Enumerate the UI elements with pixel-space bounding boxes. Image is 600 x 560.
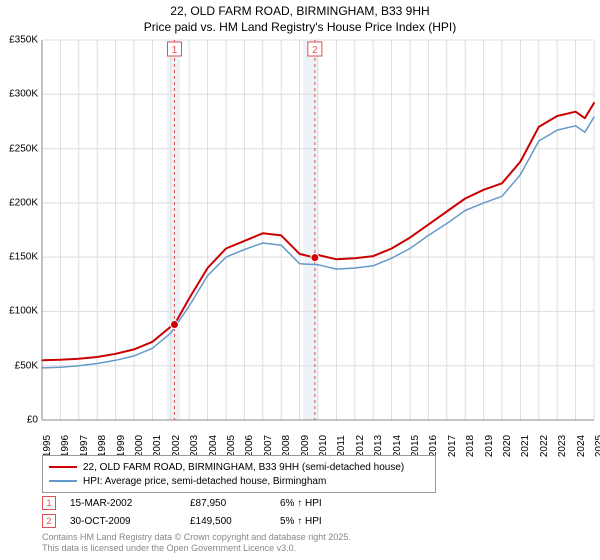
x-tick-label: 2021 bbox=[520, 435, 531, 457]
x-tick-label: 2009 bbox=[300, 435, 311, 457]
y-tick-label: £100K bbox=[9, 306, 38, 317]
legend-swatch bbox=[49, 466, 77, 468]
x-tick-label: 2006 bbox=[244, 435, 255, 457]
legend-label: 22, OLD FARM ROAD, BIRMINGHAM, B33 9HH (… bbox=[83, 462, 404, 473]
y-tick-label: £350K bbox=[9, 35, 38, 46]
x-tick-label: 2014 bbox=[392, 435, 403, 457]
y-tick-label: £50K bbox=[15, 360, 38, 371]
legend: 22, OLD FARM ROAD, BIRMINGHAM, B33 9HH (… bbox=[42, 455, 436, 493]
y-tick-label: £250K bbox=[9, 143, 38, 154]
x-tick-label: 2018 bbox=[465, 435, 476, 457]
chart-container: 22, OLD FARM ROAD, BIRMINGHAM, B33 9HH P… bbox=[0, 0, 600, 560]
x-tick-label: 2016 bbox=[428, 435, 439, 457]
svg-text:1: 1 bbox=[172, 45, 178, 56]
svg-text:2: 2 bbox=[312, 45, 318, 56]
x-tick-label: 2019 bbox=[484, 435, 495, 457]
x-tick-label: 1998 bbox=[97, 435, 108, 457]
marker-date: 30-OCT-2009 bbox=[70, 516, 190, 527]
x-tick-label: 2003 bbox=[189, 435, 200, 457]
y-tick-label: £0 bbox=[27, 415, 38, 426]
marker-diff: 5% ↑ HPI bbox=[280, 516, 380, 527]
marker-price: £87,950 bbox=[190, 498, 280, 509]
y-tick-label: £200K bbox=[9, 197, 38, 208]
x-tick-label: 2005 bbox=[226, 435, 237, 457]
y-axis-labels: £0£50K£100K£150K£200K£250K£300K£350K bbox=[0, 40, 40, 420]
marker-badge: 2 bbox=[42, 514, 56, 528]
x-tick-label: 2024 bbox=[576, 435, 587, 457]
y-tick-label: £150K bbox=[9, 252, 38, 263]
x-tick-label: 2022 bbox=[539, 435, 550, 457]
x-tick-label: 2001 bbox=[152, 435, 163, 457]
marker-event-row: 1 15-MAR-2002£87,9506% ↑ HPI bbox=[42, 494, 380, 512]
x-tick-label: 2013 bbox=[373, 435, 384, 457]
marker-price: £149,500 bbox=[190, 516, 280, 527]
footer-line-1: Contains HM Land Registry data © Crown c… bbox=[42, 532, 351, 542]
footer-line-2: This data is licensed under the Open Gov… bbox=[42, 543, 296, 553]
legend-item: 22, OLD FARM ROAD, BIRMINGHAM, B33 9HH (… bbox=[49, 460, 429, 474]
x-tick-label: 2015 bbox=[410, 435, 421, 457]
x-tick-label: 2002 bbox=[171, 435, 182, 457]
plot-area: 12 bbox=[42, 40, 594, 420]
title-line-2: Price paid vs. HM Land Registry's House … bbox=[144, 20, 456, 34]
marker-events-table: 1 15-MAR-2002£87,9506% ↑ HPI 2 30-OCT-2009£… bbox=[42, 494, 380, 530]
chart-svg: 12 bbox=[42, 40, 594, 420]
x-axis-labels: 1995199619971998199920002001200220032004… bbox=[42, 422, 594, 452]
x-tick-label: 2017 bbox=[447, 435, 458, 457]
y-tick-label: £300K bbox=[9, 89, 38, 100]
x-tick-label: 2008 bbox=[281, 435, 292, 457]
x-tick-label: 2010 bbox=[318, 435, 329, 457]
x-tick-label: 1996 bbox=[60, 435, 71, 457]
marker-badge: 1 bbox=[42, 496, 56, 510]
x-tick-label: 2000 bbox=[134, 435, 145, 457]
chart-title: 22, OLD FARM ROAD, BIRMINGHAM, B33 9HH P… bbox=[0, 0, 600, 35]
x-tick-label: 2007 bbox=[263, 435, 274, 457]
marker-event-row: 2 30-OCT-2009£149,5005% ↑ HPI bbox=[42, 512, 380, 530]
footer-text: Contains HM Land Registry data © Crown c… bbox=[42, 532, 351, 554]
x-tick-label: 1995 bbox=[42, 435, 53, 457]
x-tick-label: 2004 bbox=[208, 435, 219, 457]
marker-diff: 6% ↑ HPI bbox=[280, 498, 380, 509]
x-tick-label: 1999 bbox=[116, 435, 127, 457]
x-tick-label: 2020 bbox=[502, 435, 513, 457]
legend-item: HPI: Average price, semi-detached house,… bbox=[49, 474, 429, 488]
x-tick-label: 2012 bbox=[355, 435, 366, 457]
legend-swatch bbox=[49, 480, 77, 482]
x-tick-label: 2011 bbox=[336, 435, 347, 457]
x-tick-label: 2023 bbox=[557, 435, 568, 457]
x-tick-label: 1997 bbox=[79, 435, 90, 457]
x-tick-label: 2025 bbox=[594, 435, 600, 457]
title-line-1: 22, OLD FARM ROAD, BIRMINGHAM, B33 9HH bbox=[170, 4, 429, 18]
marker-date: 15-MAR-2002 bbox=[70, 498, 190, 509]
legend-label: HPI: Average price, semi-detached house,… bbox=[83, 476, 326, 487]
